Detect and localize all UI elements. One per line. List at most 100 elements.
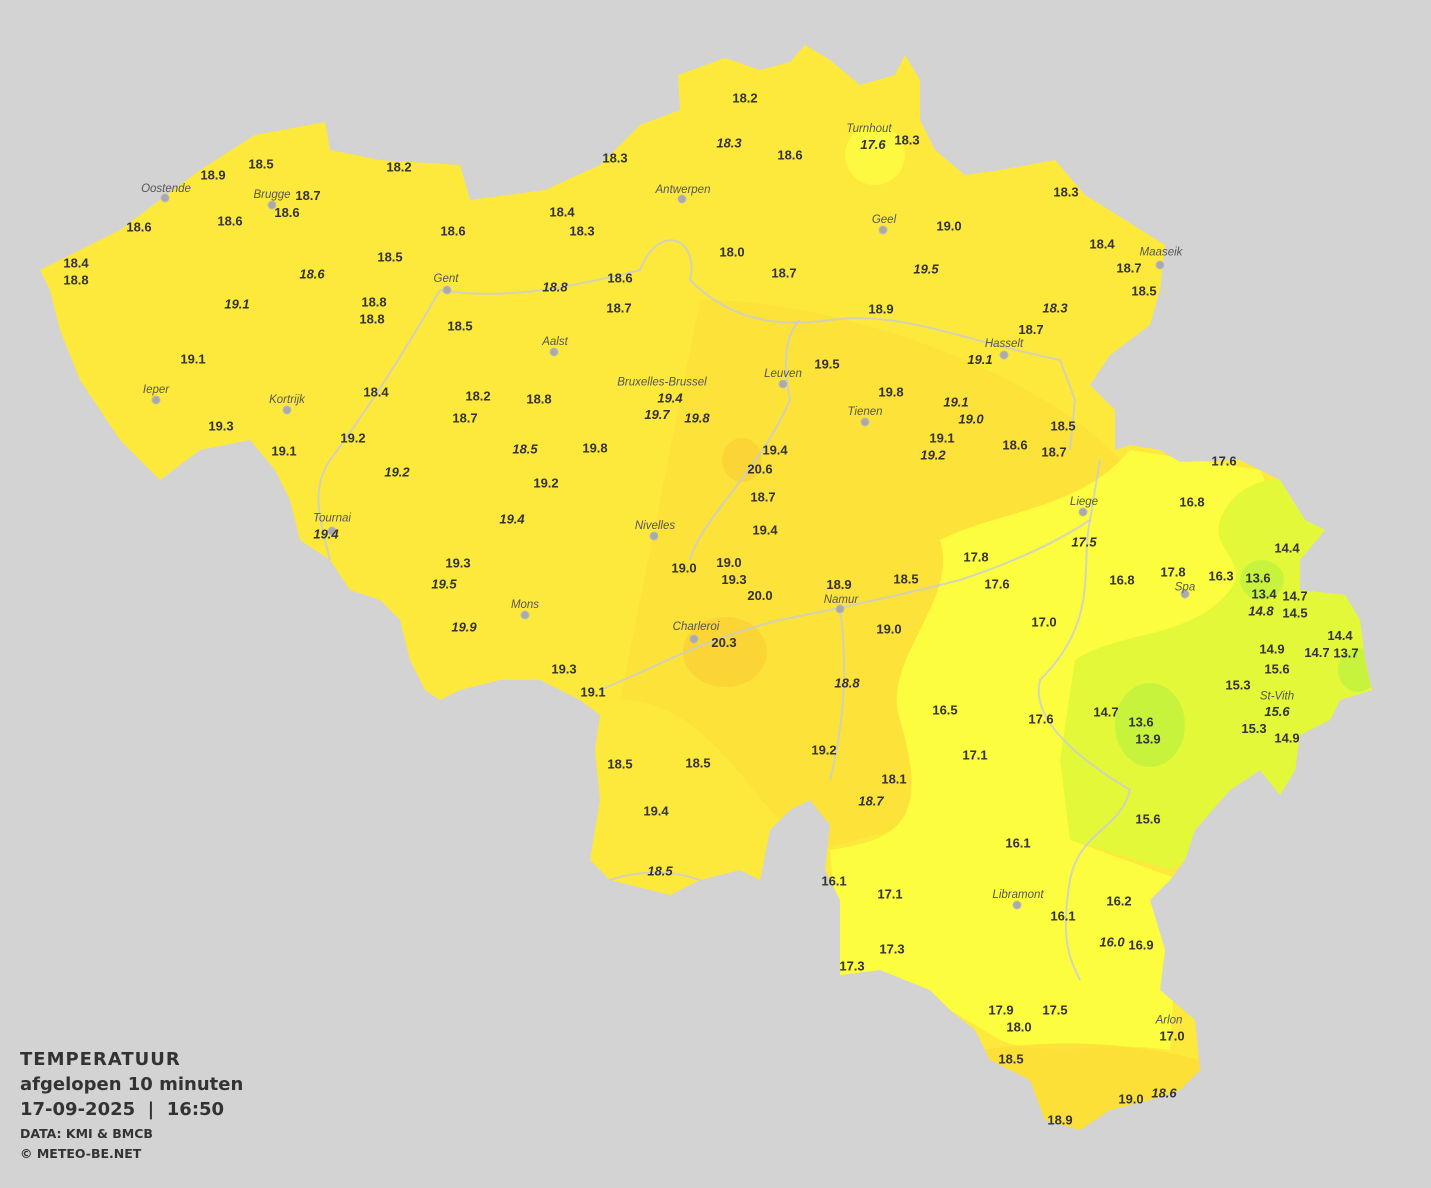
station-temperature: 19.4 bbox=[313, 527, 339, 542]
station-temperature: 16.9 bbox=[1128, 937, 1153, 952]
city-dot bbox=[689, 634, 699, 644]
station-temperature: 18.7 bbox=[771, 265, 796, 280]
station-temperature: 18.8 bbox=[63, 272, 88, 287]
station-temperature: 18.6 bbox=[440, 223, 465, 238]
station-temperature: 18.7 bbox=[295, 188, 320, 203]
station-temperature: 18.8 bbox=[834, 675, 860, 690]
station-temperature: 20.0 bbox=[747, 588, 772, 603]
station-temperature: 18.7 bbox=[858, 793, 884, 808]
station-temperature: 18.6 bbox=[126, 219, 151, 234]
station-temperature: 19.2 bbox=[533, 475, 558, 490]
station-temperature: 19.3 bbox=[721, 572, 746, 587]
city-label: Hasselt bbox=[985, 338, 1024, 350]
station-temperature: 13.6 bbox=[1245, 570, 1270, 585]
station-temperature: 18.7 bbox=[452, 410, 477, 425]
station-temperature: 14.8 bbox=[1248, 603, 1274, 618]
station-temperature: 17.5 bbox=[1071, 534, 1097, 549]
station-temperature: 18.0 bbox=[1006, 1019, 1031, 1034]
station-temperature: 18.6 bbox=[1151, 1085, 1177, 1100]
city-label: Namur bbox=[824, 594, 860, 606]
city-label: Bruxelles-Brussel bbox=[617, 376, 707, 388]
city-label: Mons bbox=[511, 599, 539, 611]
station-temperature: 18.5 bbox=[447, 318, 472, 333]
station-temperature: 17.8 bbox=[1160, 565, 1185, 580]
city-dot bbox=[878, 225, 888, 235]
city-label: Arlon bbox=[1155, 1015, 1183, 1027]
station-temperature: 14.9 bbox=[1274, 730, 1299, 745]
city-label: Libramont bbox=[992, 889, 1044, 901]
station-temperature: 18.1 bbox=[881, 771, 906, 786]
station-temperature: 18.6 bbox=[777, 147, 802, 162]
station-temperature: 19.8 bbox=[582, 440, 607, 455]
city-label: Geel bbox=[872, 214, 897, 226]
station-temperature: 15.3 bbox=[1241, 721, 1266, 736]
station-temperature: 19.4 bbox=[657, 390, 683, 405]
station-temperature: 16.8 bbox=[1179, 494, 1204, 509]
station-temperature: 15.6 bbox=[1264, 661, 1289, 676]
station-temperature: 19.3 bbox=[551, 661, 576, 676]
station-temperature: 13.4 bbox=[1251, 586, 1277, 601]
station-temperature: 18.5 bbox=[647, 863, 673, 878]
station-temperature: 18.5 bbox=[248, 156, 273, 171]
station-temperature: 18.5 bbox=[512, 441, 538, 456]
station-temperature: 13.7 bbox=[1333, 645, 1358, 660]
station-temperature: 16.8 bbox=[1109, 572, 1134, 587]
city-dot bbox=[778, 379, 788, 389]
station-temperature: 16.2 bbox=[1106, 893, 1131, 908]
city-dot bbox=[549, 347, 559, 357]
legend-title: TEMPERATUUR bbox=[20, 1049, 181, 1070]
station-temperature: 14.9 bbox=[1259, 641, 1284, 656]
station-temperature: 18.2 bbox=[732, 90, 757, 105]
city-label: Turnhout bbox=[846, 123, 892, 135]
station-temperature: 19.3 bbox=[208, 418, 233, 433]
station-temperature: 19.5 bbox=[814, 356, 839, 371]
river-0 bbox=[317, 289, 441, 561]
station-temperature: 19.0 bbox=[958, 411, 984, 426]
station-temperature: 18.4 bbox=[549, 204, 575, 219]
legend-copyright: © METEO-BE.NET bbox=[20, 1146, 142, 1161]
station-temperature: 14.4 bbox=[1274, 540, 1300, 555]
station-temperature: 19.0 bbox=[1118, 1091, 1143, 1106]
station-temperature: 19.1 bbox=[929, 430, 954, 445]
station-temperature: 18.3 bbox=[602, 150, 627, 165]
station-temperature: 18.9 bbox=[826, 577, 851, 592]
city-dot bbox=[151, 395, 161, 405]
city-dot bbox=[835, 604, 845, 614]
station-temperature: 19.8 bbox=[878, 384, 903, 399]
station-temperature: 17.6 bbox=[984, 576, 1009, 591]
city-dot bbox=[1180, 589, 1190, 599]
river-2 bbox=[689, 319, 801, 561]
legend-datetime: 17-09-2025 | 16:50 bbox=[20, 1099, 225, 1120]
river-4 bbox=[829, 609, 846, 781]
station-temperature: 19.0 bbox=[671, 560, 696, 575]
city-dot bbox=[649, 531, 659, 541]
city-dot bbox=[267, 200, 277, 210]
warm-spot-1 bbox=[722, 438, 762, 482]
city-dot bbox=[520, 610, 530, 620]
station-temperature: 14.7 bbox=[1304, 645, 1329, 660]
station-temperature: 16.1 bbox=[1050, 908, 1075, 923]
station-temperature: 17.3 bbox=[839, 958, 864, 973]
city-label: Aalst bbox=[541, 336, 568, 348]
station-temperature: 15.3 bbox=[1225, 677, 1250, 692]
station-temperature: 18.6 bbox=[274, 205, 299, 220]
station-temperature: 19.2 bbox=[920, 447, 946, 462]
warm-spot-2 bbox=[683, 617, 767, 687]
city-dot bbox=[1155, 260, 1165, 270]
station-temperature: 18.8 bbox=[526, 391, 551, 406]
station-temperature: 19.4 bbox=[752, 522, 778, 537]
station-temperature: 18.7 bbox=[606, 300, 631, 315]
city-label: St-Vith bbox=[1260, 691, 1294, 703]
station-temperature: 18.2 bbox=[465, 388, 490, 403]
city-dot bbox=[999, 350, 1009, 360]
city-label: Liege bbox=[1070, 496, 1098, 508]
station-temperature: 18.3 bbox=[894, 132, 919, 147]
station-temperature: 19.8 bbox=[684, 410, 710, 425]
station-temperature: 18.8 bbox=[359, 311, 384, 326]
station-temperature: 18.5 bbox=[998, 1051, 1023, 1066]
station-temperature: 14.7 bbox=[1093, 704, 1118, 719]
city-dot bbox=[327, 526, 337, 536]
city-dot bbox=[442, 285, 452, 295]
